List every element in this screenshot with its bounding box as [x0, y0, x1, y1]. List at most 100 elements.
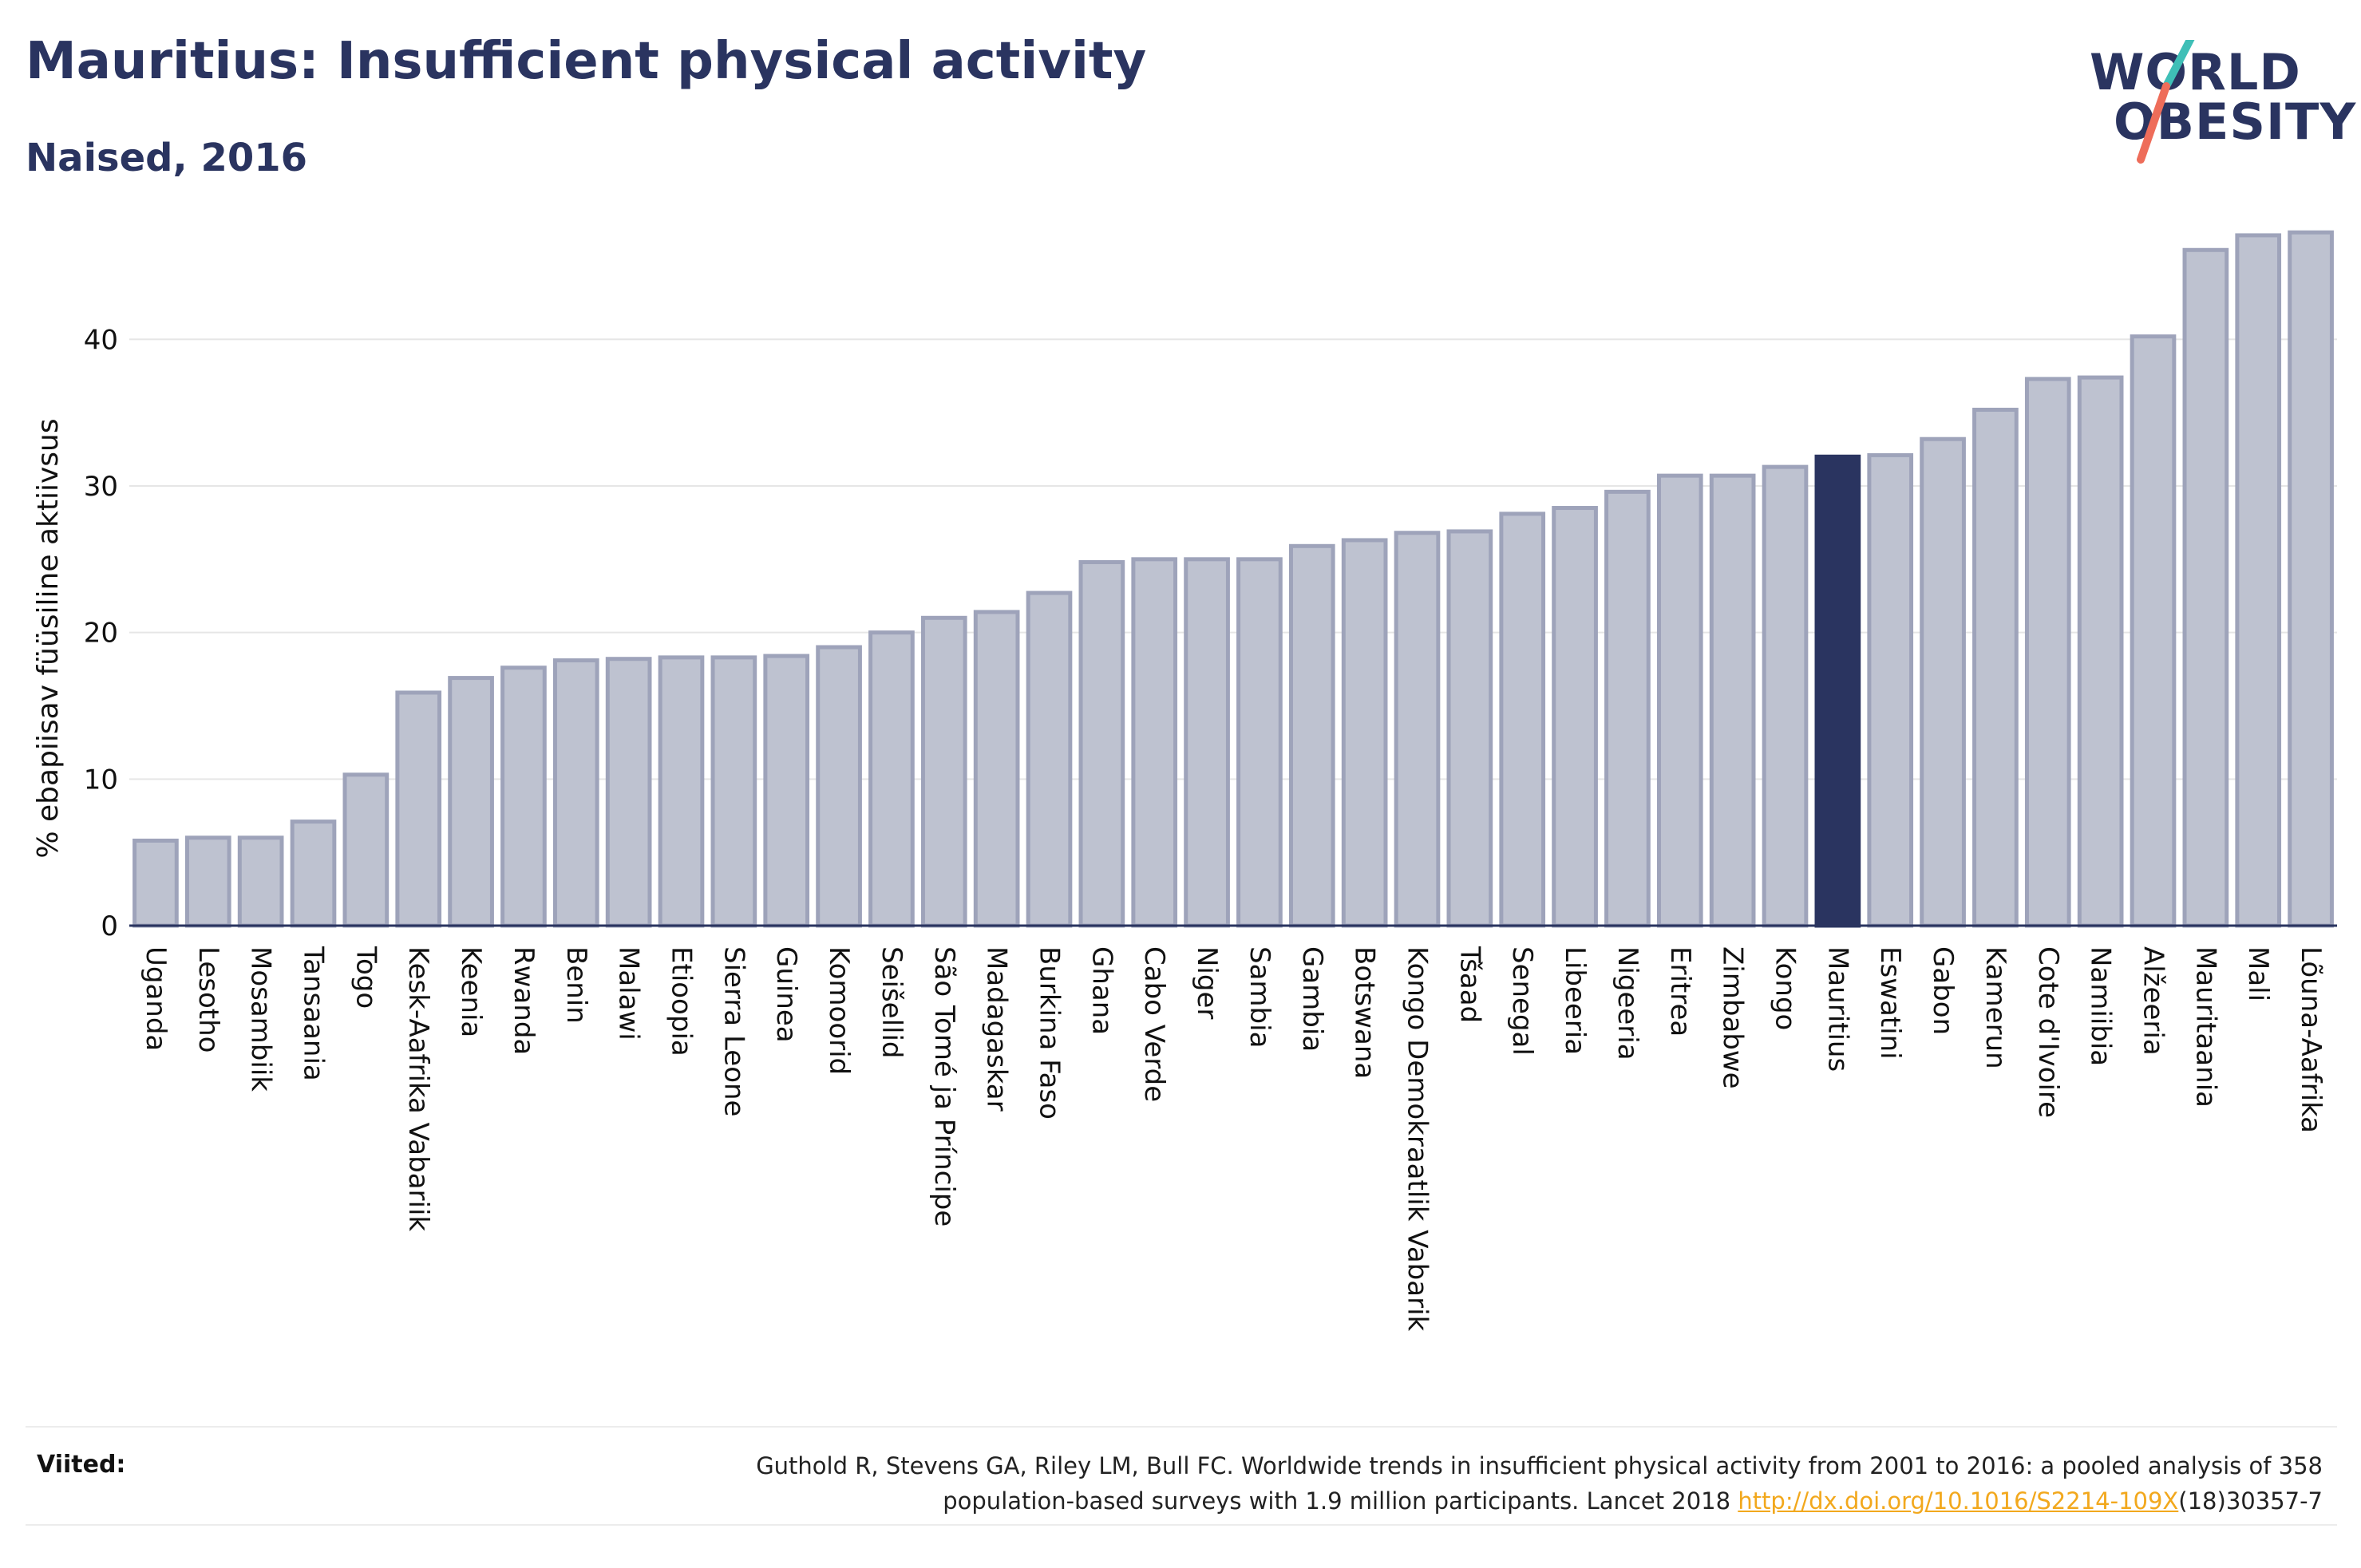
x-tick-label: Guinea — [770, 946, 802, 1043]
bar — [973, 610, 1020, 928]
bar — [1288, 543, 1335, 928]
bar — [2182, 247, 2229, 928]
x-tick-label: Kongo Demokraatlik Vabarik — [1402, 946, 1434, 1332]
x-tick-label: Mauritius — [1821, 946, 1853, 1072]
references-text: Guthold R, Stevens GA, Riley LM, Bull FC… — [407, 1448, 2323, 1519]
x-tick-label: Kamerun — [1979, 946, 2011, 1069]
bar — [1499, 511, 1546, 928]
chart-title: Mauritius: Insufficient physical activit… — [26, 32, 1147, 91]
footer-divider-top — [26, 1426, 2337, 1428]
bar — [2077, 375, 2124, 928]
x-tick-label: Kongo — [1770, 946, 1801, 1030]
reference-doi-link[interactable]: http://dx.doi.org/10.1016/S2214-109X — [1738, 1487, 2179, 1515]
x-tick-label: Komoorid — [823, 946, 855, 1075]
y-tick-label: 20 — [84, 618, 118, 650]
y-tick-label: 40 — [84, 324, 118, 356]
bar — [1867, 452, 1914, 928]
y-tick-label: 30 — [84, 471, 118, 503]
world-obesity-logo: WORLD OBESITY — [2083, 40, 2355, 168]
bar — [1341, 538, 1388, 928]
bar-highlighted — [1814, 454, 1861, 928]
x-tick-label: Nigeeria — [1612, 946, 1643, 1060]
x-tick-labels: Uganda Lesotho Mosambiik Tansaania Togo Kesk-… — [140, 946, 2327, 1332]
bar — [448, 676, 494, 928]
bar — [868, 630, 915, 928]
x-tick-label: Alžeeria — [2138, 946, 2169, 1056]
y-tick-labels: 0 10 20 30 40 — [84, 324, 118, 942]
bar — [132, 838, 179, 928]
bar — [184, 835, 231, 928]
bar — [395, 690, 442, 928]
bar — [2235, 233, 2282, 928]
x-tick-label: Tansaania — [298, 946, 330, 1081]
y-tick-label: 10 — [84, 764, 118, 796]
x-tick-label: Malawi — [613, 946, 645, 1041]
x-tick-label: Sambia — [1244, 946, 1275, 1048]
bar — [920, 615, 967, 928]
x-tick-label: Kesk-Aafrika Vabariik — [402, 946, 434, 1231]
x-tick-label: Sierra Leone — [718, 946, 749, 1116]
logo-word-world: WORLD — [2090, 43, 2301, 101]
x-tick-label: Togo — [350, 946, 382, 1009]
x-tick-label: Mali — [2242, 946, 2274, 1001]
bar — [1604, 489, 1651, 928]
bar — [2130, 334, 2177, 928]
x-tick-label: Madagaskar — [981, 946, 1013, 1112]
bar — [1656, 473, 1703, 928]
bar — [1762, 464, 1809, 928]
bars — [132, 230, 2334, 928]
x-tick-label: Lõuna-Aafrika — [2295, 946, 2327, 1133]
bar — [290, 820, 337, 928]
chart-subtitle: Naised, 2016 — [26, 136, 308, 180]
x-tick-label: Niger — [1191, 946, 1223, 1019]
bar — [2288, 230, 2334, 928]
bar — [1236, 557, 1283, 928]
grid-lines — [129, 338, 2337, 780]
x-tick-label: Libeeria — [1559, 946, 1591, 1055]
x-tick-label: Mosambiik — [245, 946, 277, 1092]
footer-divider-bottom — [26, 1524, 2337, 1526]
x-tick-label: Gabon — [1927, 946, 1959, 1035]
bar — [658, 655, 705, 928]
x-tick-label: Zimbabwe — [1717, 946, 1749, 1089]
x-tick-label: Botswana — [1349, 946, 1381, 1079]
bar — [1026, 590, 1073, 928]
x-tick-label: Namiibia — [2085, 946, 2117, 1066]
bar — [500, 666, 547, 928]
bar — [1920, 436, 1966, 928]
bar — [816, 645, 862, 928]
bar — [763, 654, 810, 928]
x-tick-label: Senegal — [1506, 946, 1538, 1056]
x-tick-label: São Tomé ja Príncipe — [928, 946, 960, 1226]
logo-slash-icon — [2137, 40, 2195, 164]
x-tick-label: Keenia — [455, 946, 487, 1037]
bar — [1552, 506, 1598, 928]
bar — [1446, 529, 1493, 928]
x-tick-label: Burkina Faso — [1034, 946, 1066, 1120]
bar — [342, 772, 390, 928]
bar — [1972, 407, 2019, 928]
x-tick-label: Etioopia — [666, 946, 698, 1057]
references-label: Viited: — [37, 1451, 126, 1479]
x-tick-label: Benin — [560, 946, 592, 1024]
x-tick-label: Cote d'Ivoire — [2032, 946, 2064, 1118]
bar — [237, 835, 284, 928]
bar — [1709, 473, 1756, 928]
y-tick-label: 0 — [101, 910, 118, 942]
x-tick-label: Eswatini — [1874, 946, 1906, 1060]
bar-chart: 0 10 20 30 40 Uganda Lesotho Mosambiik Tansaani… — [32, 230, 2337, 1332]
bar — [2024, 377, 2071, 928]
x-tick-label: Uganda — [140, 946, 172, 1051]
x-tick-label: Gambia — [1296, 946, 1328, 1052]
bar — [1394, 531, 1441, 928]
bar — [552, 658, 599, 928]
x-tick-label: Mauritaania — [2189, 946, 2221, 1108]
reference-line-2: population-based surveys with 1.9 millio… — [943, 1487, 1738, 1515]
x-tick-label: Ghana — [1086, 946, 1117, 1035]
x-tick-label: Cabo Verde — [1138, 946, 1170, 1102]
x-tick-label: Seišellid — [876, 946, 908, 1059]
y-axis-label: % ebapiisav füüsiline aktiivsus — [32, 418, 65, 858]
bar — [1131, 557, 1178, 928]
x-tick-label: Rwanda — [508, 946, 540, 1055]
reference-line-2-end: (18)30357-7 — [2178, 1487, 2323, 1515]
